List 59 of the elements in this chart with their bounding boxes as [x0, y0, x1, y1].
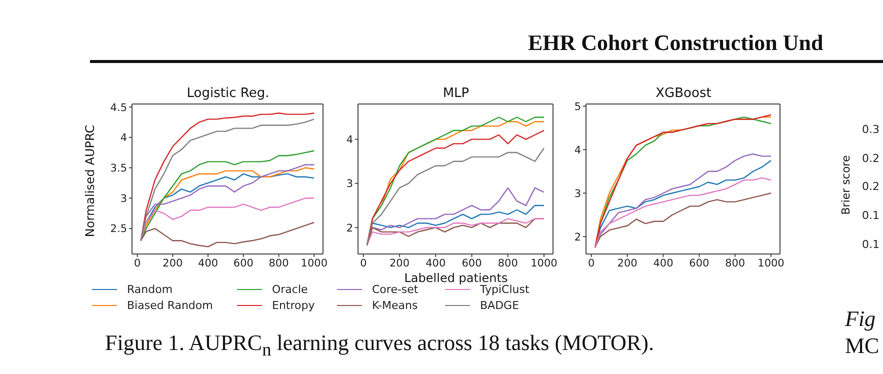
y-tick-label: 3.5 [110, 162, 127, 174]
x-tick-label: 800 [268, 257, 289, 270]
line-series [594, 177, 772, 248]
chart-title: XGBoost [654, 86, 712, 101]
legend-label: Biased Random [127, 298, 213, 312]
x-tick-label: 800 [498, 257, 518, 270]
x-tick-label: 600 [689, 257, 710, 270]
x-tick-label: 200 [162, 257, 183, 270]
text: EHR Cohort Construction Und [528, 30, 824, 56]
text: 0.2 [862, 152, 880, 165]
x-tick-label: 0 [360, 257, 367, 270]
y-tick-label: 2 [574, 231, 581, 244]
y-tick-label: 4 [120, 132, 128, 144]
x-tick-label: 400 [653, 257, 674, 270]
line-series [594, 192, 772, 248]
x-tick-label: 1000 [300, 257, 328, 270]
x-tick-label: 800 [725, 257, 746, 270]
caption: Figure 1. AUPRC$_{n}$ learning curves across 18 tasks (MOTOR). [105, 330, 654, 360]
legend-label: BADGE [480, 298, 520, 312]
y-tick-label: 3 [574, 188, 581, 200]
y-tick-label: 4.5 [110, 102, 127, 114]
text: 0.3 [862, 123, 880, 136]
legend-label: Random [127, 282, 173, 296]
y-tick-label: 2.5 [110, 223, 127, 236]
legend-label: Core-set [372, 282, 418, 296]
text: 0.1 [862, 238, 880, 251]
x-tick-label: 400 [426, 257, 446, 270]
x-tick-label: 600 [233, 257, 254, 270]
x-tick-label: 200 [390, 257, 410, 270]
y-tick-label: 4 [346, 134, 354, 146]
x-axis-title: Labelled patients [404, 271, 508, 285]
line-series [366, 148, 545, 246]
x-tick-label: 0 [588, 257, 595, 270]
x-tick-label: 400 [198, 257, 218, 270]
x-tick-label: 0 [134, 257, 141, 270]
legend-label: Oracle [272, 282, 308, 296]
chart-title: Logistic Reg. [186, 86, 270, 101]
y-tick-label: 2 [346, 222, 353, 234]
x-tick-label: 200 [617, 257, 638, 270]
legend-label: TypiClust [480, 282, 530, 296]
y-tick-label: 3 [346, 178, 353, 190]
line-series [366, 218, 545, 246]
text: Fig [845, 306, 876, 332]
y-tick-label: 3 [120, 192, 127, 205]
y-axis-title: Normalised AUPRC [83, 124, 97, 238]
y-tick-label: 4 [574, 144, 582, 156]
text: Brier score [840, 155, 852, 215]
text: 0.2 [862, 180, 880, 194]
chart-title: MLP [442, 86, 470, 101]
text: MC [845, 333, 880, 359]
x-tick-label: 600 [462, 257, 482, 270]
legend-label: K-Means [372, 298, 418, 312]
x-tick-label: 1000 [530, 257, 558, 270]
y-tick-label: 5 [574, 100, 581, 113]
text: 0.1 [862, 209, 880, 222]
line-series [140, 222, 315, 248]
line-series [140, 198, 315, 242]
x-tick-label: 1000 [758, 257, 784, 270]
legend-label: Entropy [272, 298, 315, 312]
